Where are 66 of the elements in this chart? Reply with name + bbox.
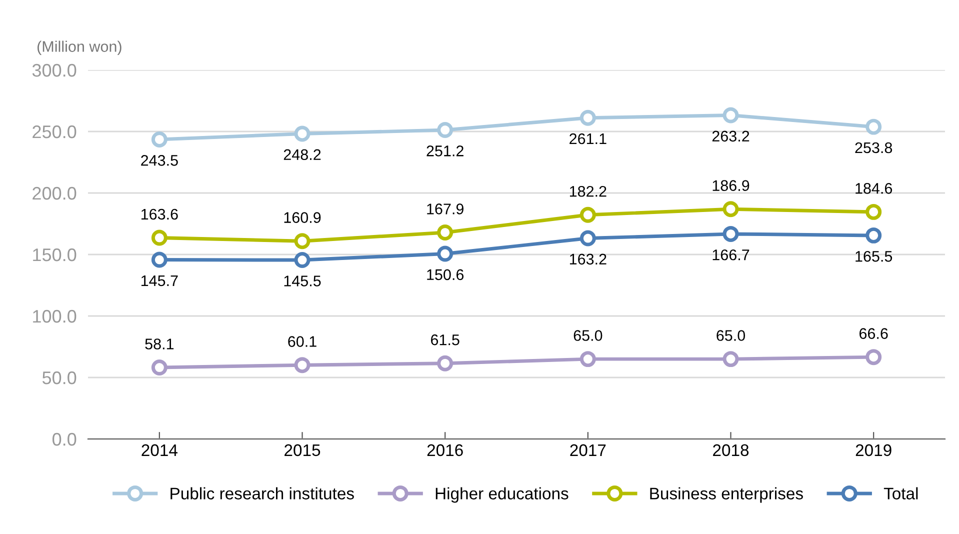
legend-label: Public research institutes [170,487,354,500]
point [437,122,454,138]
data-label: 167.9 [427,204,464,214]
data-label: 165.5 [856,250,892,262]
y-tick-label: 300.0 [32,64,76,77]
x-tick-label: 2018 [713,444,749,456]
data-label: 150.6 [427,269,464,280]
data-label: 65.0 [716,330,746,341]
data-label: 58.1 [145,338,174,350]
point [151,230,168,246]
y-tick-label: 200.0 [32,186,76,200]
data-label: 166.7 [712,249,750,260]
data-label: 261.1 [570,133,606,144]
point [580,110,596,126]
data-label: 145.5 [284,276,321,286]
point [866,118,882,135]
y-tick-label: 0.0 [52,432,76,446]
y-axis-title: (Million won) [38,40,122,55]
point [866,204,882,220]
y-tick-label: 100.0 [33,310,76,323]
data-label: 248.2 [284,149,321,160]
y-tick-label: 50.0 [42,371,76,384]
point [437,355,454,372]
point [722,351,739,368]
data-label: 160.9 [284,212,321,223]
data-label: 263.2 [712,130,750,142]
point [722,201,739,218]
data-label: 184.6 [856,183,892,194]
point [151,132,168,148]
x-tick-label: 2014 [142,444,178,456]
y-tick-label: 250.0 [32,125,76,138]
data-label: 61.5 [430,334,460,346]
data-label: 145.7 [141,275,178,286]
data-label: 66.6 [859,328,888,339]
point [437,224,454,240]
point [866,227,882,244]
point [151,252,168,268]
legend-label: Business enterprises [650,487,803,503]
data-label: 253.8 [855,142,892,154]
point [151,360,168,376]
point [294,126,310,142]
point [294,233,310,250]
point [437,246,454,262]
x-tick-label: 2017 [570,444,606,456]
point [722,226,739,242]
data-label: 163.6 [141,208,178,220]
data-label: 65.0 [574,330,602,341]
legend-label: Higher educations [436,487,568,503]
y-tick-label: 150.0 [33,248,76,262]
point [866,349,882,366]
data-label: 60.1 [288,336,316,347]
data-label: 163.2 [570,254,606,265]
x-tick-label: 2019 [856,444,892,456]
point [722,107,739,124]
legend-label: Total [884,487,918,500]
data-label: 186.9 [712,180,750,191]
point [294,252,310,268]
point [580,351,596,368]
x-tick-label: 2016 [427,444,463,456]
data-label: 243.5 [141,155,178,166]
point [580,206,596,223]
data-label: 251.2 [426,146,464,156]
data-label: 182.2 [570,186,606,197]
point [580,230,596,246]
point [294,357,310,374]
x-tick-label: 2015 [284,444,320,456]
